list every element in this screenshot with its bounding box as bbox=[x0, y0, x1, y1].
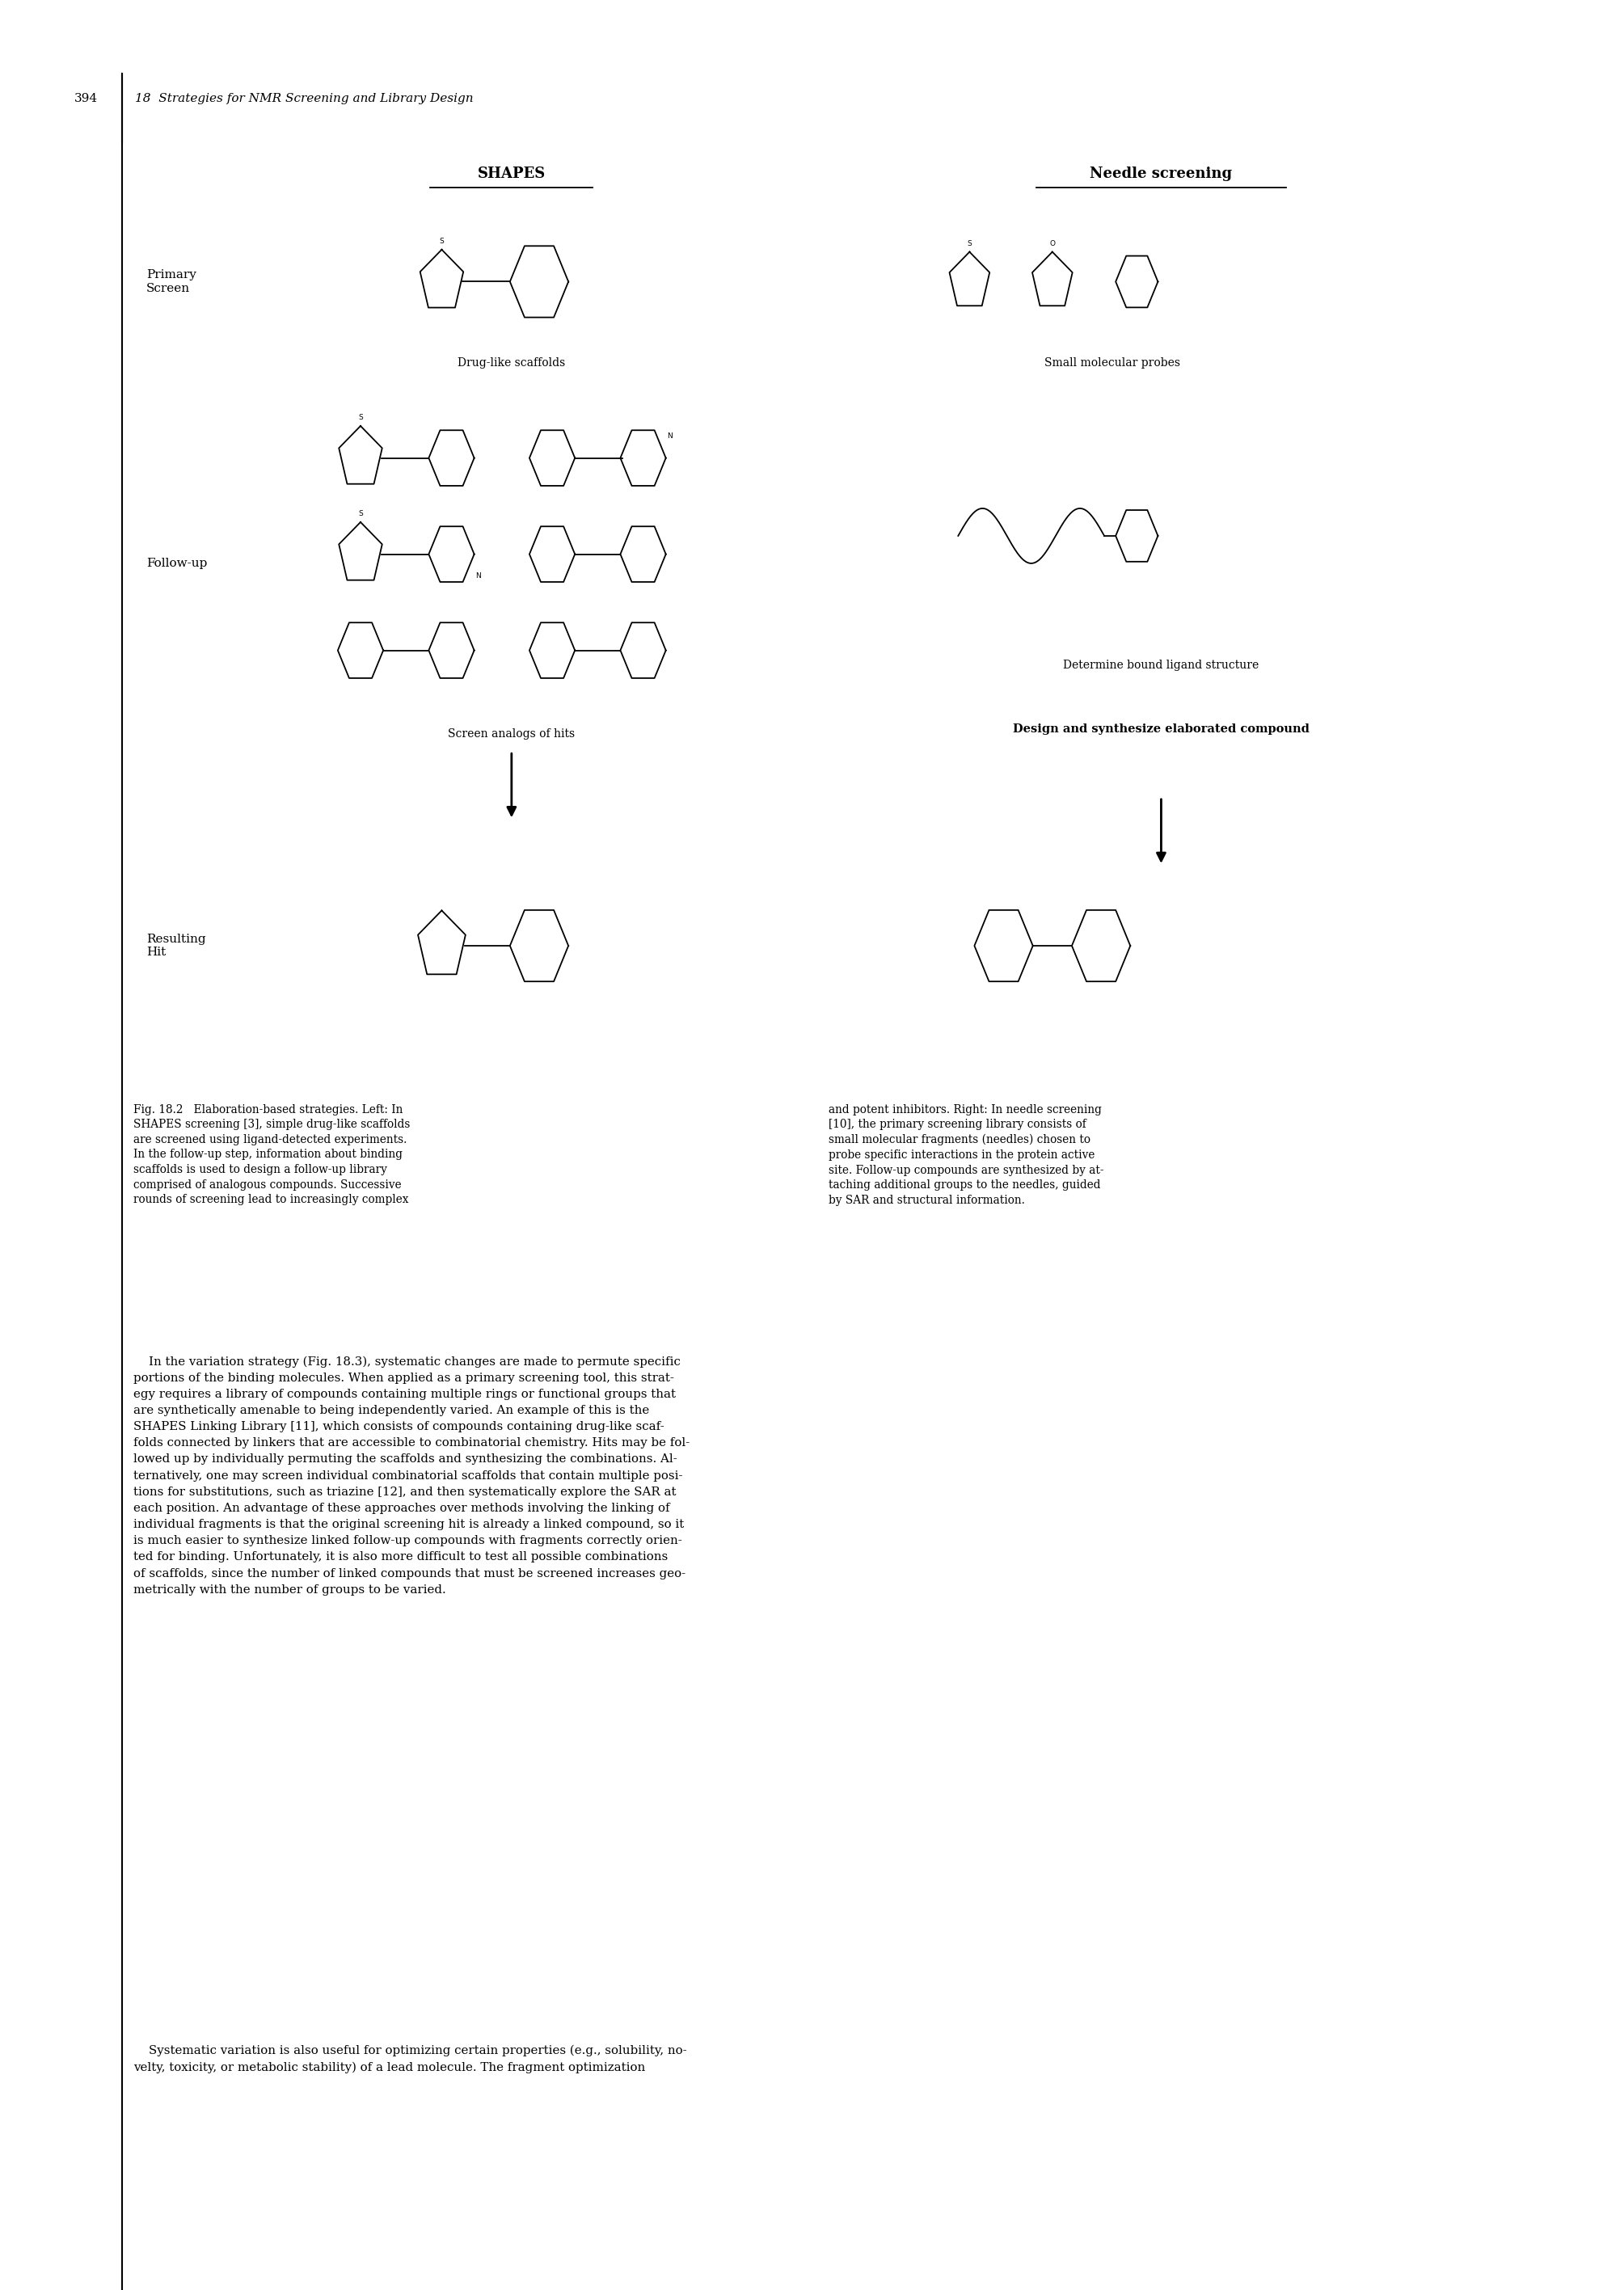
Text: Drug-like scaffolds: Drug-like scaffolds bbox=[458, 357, 565, 369]
Text: N: N bbox=[476, 572, 481, 579]
Text: N: N bbox=[667, 433, 672, 440]
Text: Primary
Screen: Primary Screen bbox=[146, 270, 197, 293]
Text: In the variation strategy (Fig. 18.3), systematic changes are made to permute sp: In the variation strategy (Fig. 18.3), s… bbox=[133, 1356, 690, 1596]
Text: Design and synthesize elaborated compound: Design and synthesize elaborated compoun… bbox=[1013, 724, 1309, 735]
Text: Screen analogs of hits: Screen analogs of hits bbox=[448, 728, 575, 740]
Text: SHAPES: SHAPES bbox=[477, 167, 546, 181]
Text: and potent inhibitors. Right: In needle screening
[10], the primary screening li: and potent inhibitors. Right: In needle … bbox=[828, 1104, 1103, 1207]
Text: Needle screening: Needle screening bbox=[1090, 167, 1233, 181]
Text: Follow-up: Follow-up bbox=[146, 559, 208, 568]
Text: 18  Strategies for NMR Screening and Library Design: 18 Strategies for NMR Screening and Libr… bbox=[135, 94, 473, 103]
Text: Systematic variation is also useful for optimizing certain properties (e.g., sol: Systematic variation is also useful for … bbox=[133, 2045, 687, 2072]
Text: Fig. 18.2   Elaboration-based strategies. Left: In
SHAPES screening [3], simple : Fig. 18.2 Elaboration-based strategies. … bbox=[133, 1104, 409, 1205]
Text: Small molecular probes: Small molecular probes bbox=[1044, 357, 1181, 369]
Text: S: S bbox=[359, 414, 362, 421]
Text: S: S bbox=[440, 238, 443, 245]
Text: O: O bbox=[1049, 240, 1056, 247]
Text: Determine bound ligand structure: Determine bound ligand structure bbox=[1064, 660, 1259, 671]
Text: Resulting
Hit: Resulting Hit bbox=[146, 934, 206, 957]
Text: S: S bbox=[968, 240, 971, 247]
Text: 394: 394 bbox=[75, 94, 97, 103]
Text: S: S bbox=[359, 511, 362, 518]
